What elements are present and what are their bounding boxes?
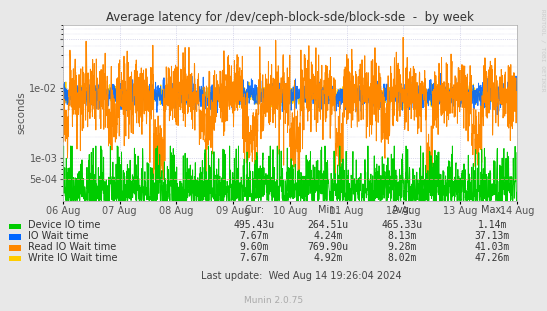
- Text: 7.67m: 7.67m: [240, 231, 269, 241]
- Text: Min:: Min:: [318, 205, 339, 215]
- Text: 465.33u: 465.33u: [381, 220, 423, 230]
- Text: 7.67m: 7.67m: [240, 253, 269, 262]
- Text: 41.03m: 41.03m: [475, 242, 510, 252]
- Text: 37.13m: 37.13m: [475, 231, 510, 241]
- Text: 495.43u: 495.43u: [234, 220, 275, 230]
- Y-axis label: seconds: seconds: [16, 91, 27, 134]
- Text: 4.92m: 4.92m: [313, 253, 343, 262]
- Text: 264.51u: 264.51u: [307, 220, 349, 230]
- Text: 4.24m: 4.24m: [313, 231, 343, 241]
- Text: Avg:: Avg:: [392, 205, 412, 215]
- Text: 47.26m: 47.26m: [475, 253, 510, 262]
- Text: 9.60m: 9.60m: [240, 242, 269, 252]
- Text: Cur:: Cur:: [245, 205, 264, 215]
- Text: Device IO time: Device IO time: [28, 220, 100, 230]
- Text: RRDTOOL / TOBI OETIKER: RRDTOOL / TOBI OETIKER: [540, 9, 545, 92]
- Text: 769.90u: 769.90u: [307, 242, 349, 252]
- Text: IO Wait time: IO Wait time: [28, 231, 89, 241]
- Text: Max:: Max:: [481, 205, 504, 215]
- Text: 8.13m: 8.13m: [387, 231, 417, 241]
- Text: Last update:  Wed Aug 14 19:26:04 2024: Last update: Wed Aug 14 19:26:04 2024: [201, 272, 401, 281]
- Text: Munin 2.0.75: Munin 2.0.75: [244, 296, 303, 305]
- Title: Average latency for /dev/ceph-block-sde/block-sde  -  by week: Average latency for /dev/ceph-block-sde/…: [106, 11, 474, 24]
- Text: Read IO Wait time: Read IO Wait time: [28, 242, 116, 252]
- Text: 1.14m: 1.14m: [478, 220, 507, 230]
- Text: 8.02m: 8.02m: [387, 253, 417, 262]
- Text: 9.28m: 9.28m: [387, 242, 417, 252]
- Text: Write IO Wait time: Write IO Wait time: [28, 253, 118, 262]
